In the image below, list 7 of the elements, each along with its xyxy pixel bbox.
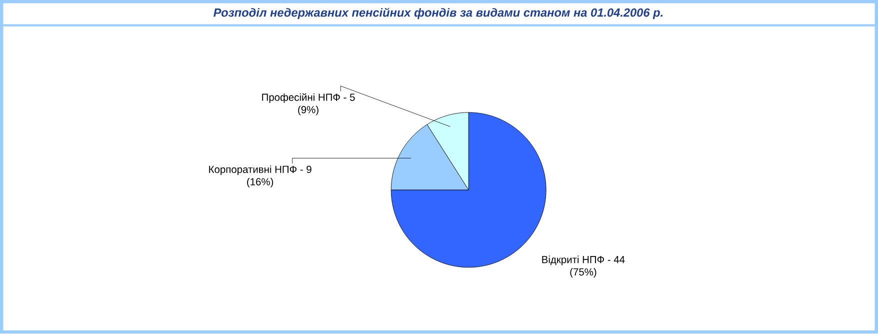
data-label: (75%) [570,268,596,278]
chart-title: Розподіл недержавних пенсійних фондів за видами станом на 01.04.2006 р. [214,8,663,20]
data-label: (9%) [298,106,318,116]
slice-label: Відкриті НПФ - 44 [542,256,625,266]
slice-label: Корпоративні НПФ - 9 [209,166,312,176]
data-label: (16%) [247,178,274,188]
slice-label: Професійні НПФ - 5 [262,93,355,104]
